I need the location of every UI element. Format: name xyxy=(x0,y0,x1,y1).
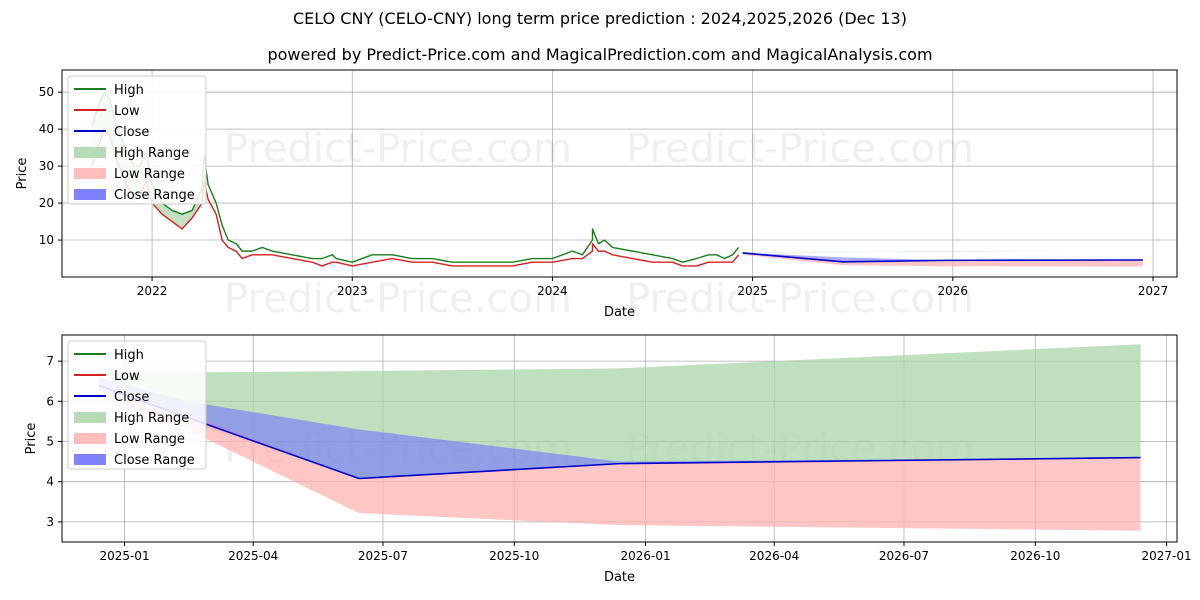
legend: High Low Close High Range Low Range Close Ran… xyxy=(67,75,207,205)
legend-swatch-close-range xyxy=(74,454,106,465)
watermark-text: Predict-Price.com xyxy=(626,276,974,322)
y-axis-label: Price xyxy=(15,158,30,190)
chart-title: CELO CNY (CELO-CNY) long term price pred… xyxy=(293,9,907,28)
legend-label: Close xyxy=(114,390,149,405)
x-axis-label: Date xyxy=(604,305,635,320)
legend-swatch-high-range xyxy=(74,412,106,423)
x-tick-label: 2027-01 xyxy=(1142,549,1192,563)
x-tick-label: 2025-01 xyxy=(99,549,149,563)
y-tick-label: 30 xyxy=(39,159,54,173)
legend-swatch-high-range xyxy=(74,147,106,158)
top-chart: Predict-Price.com Predict-Price.com Predic… xyxy=(15,69,1178,322)
x-tick-label: 2024 xyxy=(537,284,568,298)
legend-label: High Range xyxy=(114,146,189,161)
bottom-chart: Predict-Price.comPredict-Price.com2025-0… xyxy=(24,334,1192,585)
x-tick-label: 2025 xyxy=(737,284,768,298)
x-tick-label: 2022 xyxy=(137,284,168,298)
axes-frame xyxy=(61,334,1178,543)
axes-frame xyxy=(61,69,1178,278)
x-tick-label: 2027 xyxy=(1138,284,1169,298)
x-tick-label: 2025-10 xyxy=(489,549,539,563)
y-tick-label: 10 xyxy=(39,233,54,247)
legend-label: Low xyxy=(114,369,140,384)
legend-label: Low Range xyxy=(114,167,185,182)
x-axis-label: Date xyxy=(604,570,635,585)
x-tick-label: 2026-10 xyxy=(1010,549,1060,563)
legend-label: High xyxy=(114,348,144,363)
legend-swatch-low-range xyxy=(74,433,106,444)
legend-label: Close Range xyxy=(114,453,195,468)
x-tick-label: 2026-04 xyxy=(749,549,799,563)
y-tick-label: 50 xyxy=(39,85,54,99)
legend-label: Close xyxy=(114,125,149,140)
legend-swatch-low-range xyxy=(74,168,106,179)
y-tick-label: 6 xyxy=(46,394,54,408)
close-range-band xyxy=(98,377,1141,479)
watermark-text: Predict-Price.com xyxy=(224,276,572,322)
y-tick-label: 3 xyxy=(46,515,54,529)
x-tick-label: 2025-04 xyxy=(228,549,278,563)
close-range-band xyxy=(742,252,1143,262)
y-axis-label: Price xyxy=(24,423,39,455)
legend-swatch-close-range xyxy=(74,189,106,200)
watermark-text: Predict-Price.com xyxy=(224,126,572,172)
y-tick-label: 7 xyxy=(46,354,54,368)
y-tick-label: 5 xyxy=(46,435,54,449)
chart-subtitle: powered by Predict-Price.com and Magical… xyxy=(267,45,933,64)
x-tick-label: 2023 xyxy=(337,284,368,298)
legend-label: High Range xyxy=(114,411,189,426)
x-tick-label: 2025-07 xyxy=(358,549,408,563)
x-tick-label: 2026 xyxy=(938,284,969,298)
x-tick-label: 2026-07 xyxy=(879,549,929,563)
y-tick-label: 40 xyxy=(39,122,54,136)
y-tick-label: 4 xyxy=(46,475,54,489)
low-range-band xyxy=(98,389,1141,531)
legend-label: Low xyxy=(114,104,140,119)
legend: High Low Close High Range Low Range Close Ran… xyxy=(67,340,207,470)
y-tick-label: 20 xyxy=(39,196,54,210)
legend-label: High xyxy=(114,83,144,98)
legend-label: Low Range xyxy=(114,432,185,447)
x-tick-label: 2026-01 xyxy=(620,549,670,563)
high-range-band xyxy=(742,249,1143,253)
watermark-text: Predict-Price.com xyxy=(626,126,974,172)
low-range-band xyxy=(742,252,1143,267)
legend-label: Close Range xyxy=(114,188,195,203)
close-line xyxy=(742,252,1143,263)
